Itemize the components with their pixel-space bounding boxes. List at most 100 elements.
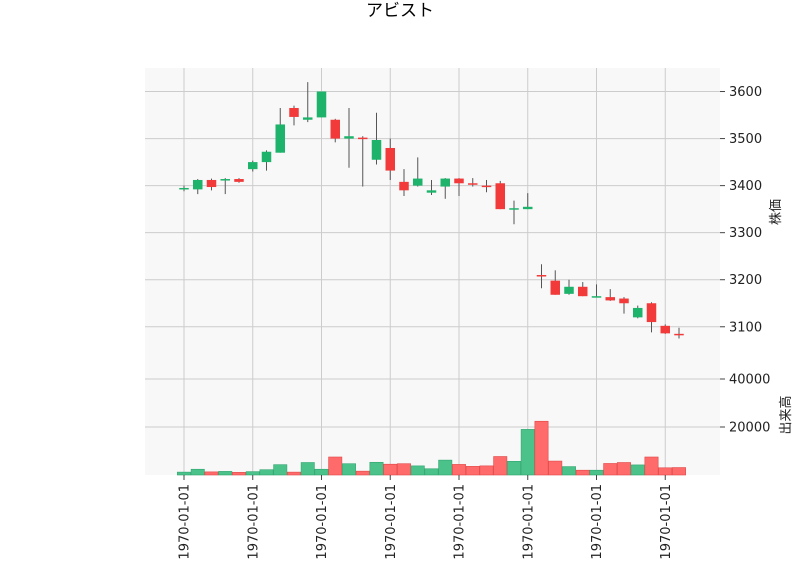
volume-bar [410, 465, 425, 476]
candle-body [578, 286, 588, 297]
volume-bar [190, 468, 205, 476]
volume-bar [589, 469, 604, 476]
volume-tick-label: 40000 [729, 373, 770, 388]
candle-body [399, 181, 409, 191]
volume-bar [259, 469, 274, 476]
candle-body [646, 303, 657, 323]
candle-body [591, 296, 602, 298]
volume-bar [273, 464, 288, 476]
x-tick-label: 1970-01-01 [590, 484, 605, 560]
volume-bar [520, 429, 535, 476]
volume-bar [383, 463, 398, 476]
candle-body [289, 107, 299, 117]
volume-bar [314, 468, 329, 476]
x-grid [183, 68, 666, 475]
volume-bar [507, 461, 521, 476]
candle-body [550, 280, 560, 295]
candle-body [261, 151, 272, 163]
volume-bar [232, 472, 246, 476]
volume-panel-background [145, 355, 720, 475]
candle-body [495, 183, 505, 210]
candle-body [179, 187, 189, 190]
x-tick-label: 1970-01-01 [659, 484, 674, 560]
candle-body [509, 208, 519, 210]
price-axis-label: 株価 [769, 199, 784, 225]
candle-body [275, 124, 285, 153]
candle-body [220, 179, 230, 181]
volume-bar [493, 456, 508, 476]
price-grid [145, 91, 720, 328]
x-tick-label: 1970-01-01 [178, 484, 193, 560]
volume-bar [452, 464, 466, 476]
volume-bar [562, 466, 576, 476]
price-axis-ticks: 3100 3200 3300 3400 3500 3600 [720, 85, 762, 335]
candle-body [619, 298, 629, 304]
candle-body [674, 333, 684, 336]
volume-bar [369, 461, 384, 476]
candle-body [344, 136, 354, 139]
volume-bar [177, 471, 191, 476]
volume-tick-label: 20000 [729, 421, 770, 436]
volume-bar [218, 471, 233, 476]
volume-bars [177, 420, 686, 476]
volume-axis-label: 出来高 [778, 395, 794, 434]
candle-body [206, 179, 217, 188]
volume-bar [204, 471, 219, 476]
x-axis-ticks: 1970-01-01 1970-01-01 1970-01-01 1970-01-01… [178, 475, 674, 560]
candle-body [248, 162, 258, 170]
chart-title: アビスト [366, 1, 434, 21]
x-tick-label: 1970-01-01 [246, 484, 261, 560]
price-tick-label: 3200 [729, 273, 762, 288]
volume-bar [658, 467, 673, 476]
candle-body [426, 190, 437, 193]
volume-bar [342, 463, 356, 476]
candle-body [303, 117, 313, 120]
candle-body [193, 179, 203, 190]
price-tick-label: 3400 [729, 179, 762, 194]
volume-bar [397, 463, 411, 476]
candle-body [633, 307, 643, 318]
candle-body [440, 178, 450, 187]
candle-body [413, 178, 423, 186]
volume-bar [603, 463, 618, 476]
candle-body [605, 297, 615, 301]
candle-body [385, 147, 395, 171]
price-tick-label: 3500 [729, 132, 762, 147]
price-candles [179, 82, 684, 339]
volume-bar [644, 456, 659, 476]
volume-bar [479, 465, 494, 476]
volume-bar [438, 459, 453, 476]
x-tick-label: 1970-01-01 [315, 484, 330, 560]
price-tick-label: 3300 [729, 226, 762, 241]
candle-body [468, 183, 478, 185]
candle-body [371, 139, 382, 160]
x-tick-label: 1970-01-01 [384, 484, 399, 560]
volume-axis-ticks: 20000 40000 [720, 373, 770, 436]
candle-body [234, 179, 244, 182]
volume-bar [465, 466, 480, 476]
candle-body [316, 91, 327, 118]
x-tick-label: 1970-01-01 [453, 484, 468, 560]
candle-body [454, 178, 464, 184]
candle-body [481, 185, 492, 188]
price-tick-label: 3100 [729, 320, 762, 335]
candle-body [358, 137, 368, 140]
volume-bar [245, 471, 260, 476]
volume-grid [145, 378, 720, 428]
volume-bar [548, 460, 563, 476]
volume-bar [617, 462, 631, 476]
volume-bar [328, 456, 343, 476]
candle-body [523, 206, 533, 210]
price-tick-label: 3600 [729, 85, 762, 100]
volume-bar [300, 462, 315, 476]
volume-bar [534, 420, 549, 476]
candle-body [536, 275, 547, 277]
candle-body [564, 286, 574, 294]
volume-bar [355, 470, 370, 476]
volume-bar [575, 469, 590, 476]
candle-body [330, 119, 340, 139]
volume-bar [287, 471, 301, 476]
volume-bar [672, 467, 686, 476]
volume-bar [424, 468, 439, 476]
